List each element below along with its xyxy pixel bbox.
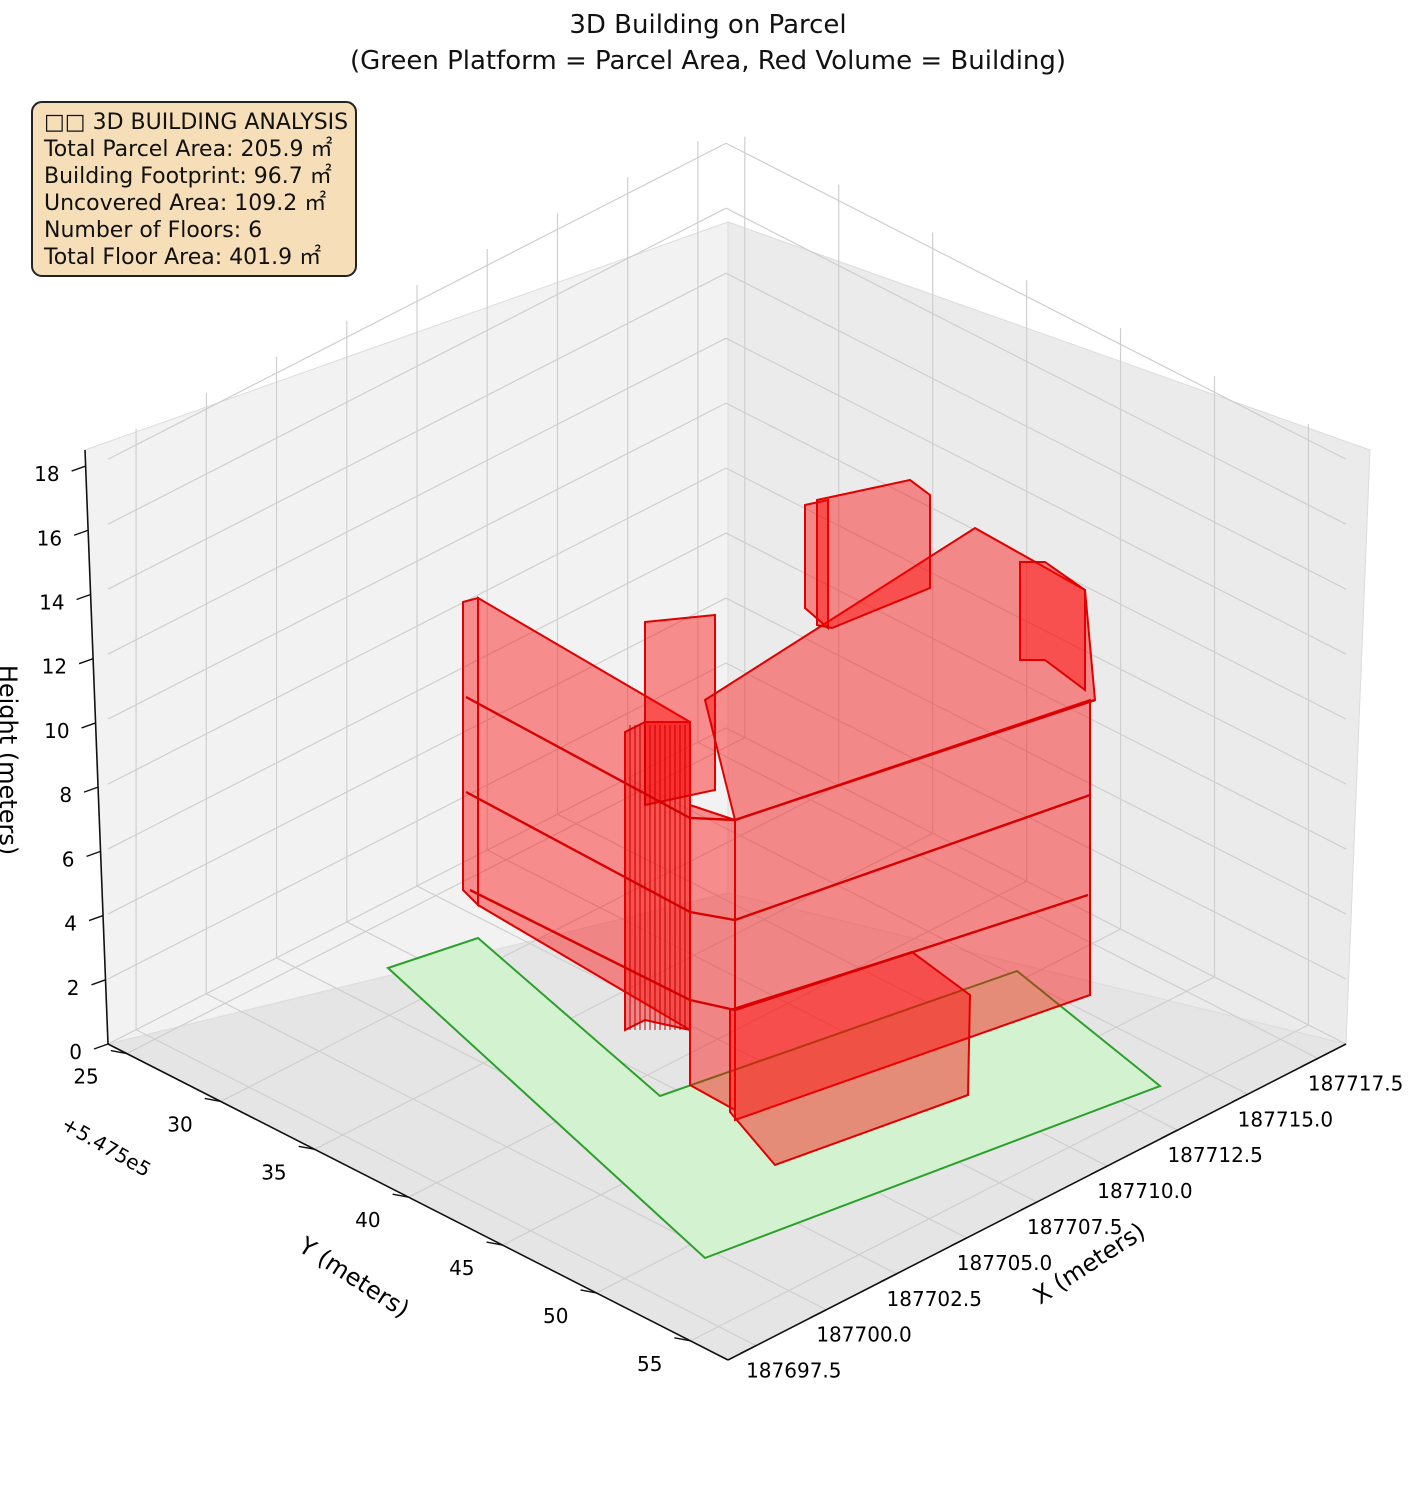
x-tick-label: 187707.5 (1027, 1215, 1122, 1239)
z-tick-label: 18 (34, 462, 59, 486)
main-front-left (689, 803, 736, 1112)
z-tick (76, 593, 91, 601)
y-tick-label: 25 (73, 1065, 98, 1089)
left-wing-end (462, 596, 479, 908)
z-tick (88, 914, 104, 922)
y-tick-label: 50 (543, 1304, 568, 1328)
floor-area-text: Total Floor Area: 401.9 ㎡ (44, 245, 322, 270)
y-tick (204, 1097, 221, 1103)
z-tick-label: 4 (64, 912, 77, 936)
x-tick (739, 1345, 757, 1355)
right-tower (1019, 561, 1086, 692)
x-tick (1161, 1129, 1178, 1139)
tick-labels: 187697.5 187700.0 187702.5 187705.0 187707.5… (34, 462, 1403, 1383)
z-grid-line (725, 467, 1347, 785)
z-axis-line (84, 449, 109, 1045)
y-tick-label: 55 (637, 1352, 662, 1376)
x-tick (880, 1273, 897, 1283)
floor-line (465, 790, 1091, 922)
y-tick-label: 35 (261, 1160, 286, 1184)
x-tick-label: 187697.5 (746, 1359, 841, 1383)
y-tick (110, 1049, 127, 1055)
y-grid-line (408, 880, 1027, 1198)
y-tick (392, 1193, 409, 1198)
parcel-platform (386, 936, 1162, 1260)
z-grid-line (725, 532, 1347, 850)
x-tick-label: 187710.0 (1097, 1179, 1192, 1203)
y-grid-line (126, 737, 746, 1055)
x-tick-label: 187702.5 (887, 1287, 982, 1311)
building-analysis-box: □□ 3D BUILDING ANALYSIS Total Parcel Are… (31, 101, 357, 277)
z-grid-line (725, 727, 1347, 1045)
z-tick (81, 722, 96, 729)
y-tick (580, 1289, 597, 1294)
uncovered-area-text: Uncovered Area: 109.2 ㎡ (44, 191, 327, 216)
y-offset-label: +5.475e5 (58, 1112, 156, 1182)
z-tick-label: 12 (42, 655, 67, 679)
footprint-text: Building Footprint: 96.7 ㎡ (44, 164, 332, 189)
z-grid-line (725, 142, 1347, 460)
y-axis-line (107, 1043, 729, 1361)
z-tick-label: 14 (39, 590, 64, 614)
z-axis-label: Height (meters) (0, 665, 22, 855)
z-tick (91, 979, 106, 986)
floors-text: Number of Floors: 6 (44, 218, 263, 243)
y-tick-label: 45 (449, 1256, 474, 1280)
floor-line (469, 888, 1089, 1012)
x-tick (810, 1309, 827, 1319)
z-tick-label: 0 (69, 1040, 82, 1064)
y-tick (298, 1145, 315, 1151)
z-grid-line (725, 597, 1347, 915)
z-tick (83, 786, 99, 793)
y-grid-line (690, 1024, 1309, 1342)
z-grid-line (725, 207, 1347, 525)
y-axis-label: Y (meters) (293, 1231, 415, 1323)
z-tick-label: 10 (44, 719, 69, 743)
z-tick-label: 6 (62, 847, 75, 871)
y-tick (486, 1241, 503, 1246)
x-tick-label: 187712.5 (1167, 1143, 1262, 1167)
x-tick (1301, 1057, 1319, 1067)
x-tick-label: 187715.0 (1238, 1107, 1333, 1131)
chart-title: 3D Building on Parcel (569, 10, 847, 40)
building-layer (462, 478, 1097, 1167)
x-grid-line (697, 741, 1319, 1059)
x-tick (950, 1237, 968, 1247)
analysis-header: □□ 3D BUILDING ANALYSIS (44, 110, 349, 135)
z-tick (93, 1043, 109, 1050)
x-tick (1090, 1165, 1108, 1175)
z-tick-label: 8 (59, 783, 72, 807)
x-tick-label: 187700.0 (816, 1323, 911, 1347)
y-tick-label: 40 (355, 1208, 380, 1232)
z-grid-line (725, 272, 1347, 590)
y-tick (674, 1337, 691, 1342)
y-tick-label: 30 (167, 1112, 192, 1136)
z-tick-label: 2 (67, 976, 80, 1000)
floor-line (465, 695, 1096, 822)
chart-subtitle: (Green Platform = Parcel Area, Red Volum… (349, 46, 1067, 76)
x-grid-line (206, 993, 827, 1311)
z-grid-line (725, 337, 1347, 655)
x-tick (1020, 1201, 1038, 1211)
z-tick (71, 465, 86, 472)
x-grid-line (627, 777, 1248, 1095)
z-tick (73, 529, 89, 536)
parcel-layer (386, 936, 1162, 1260)
z-grid-line (725, 662, 1347, 980)
parcel-area-text: Total Parcel Area: 205.9 ㎡ (44, 137, 333, 162)
x-tick (1231, 1093, 1248, 1103)
z-tick-label: 16 (37, 526, 62, 550)
x-tick-label: 187705.0 (957, 1251, 1052, 1275)
x-tick-label: 187717.5 (1308, 1071, 1403, 1095)
penthouse (816, 478, 931, 630)
z-tick (78, 658, 94, 665)
x-grid-line (135, 1029, 757, 1347)
z-tick (86, 850, 101, 858)
